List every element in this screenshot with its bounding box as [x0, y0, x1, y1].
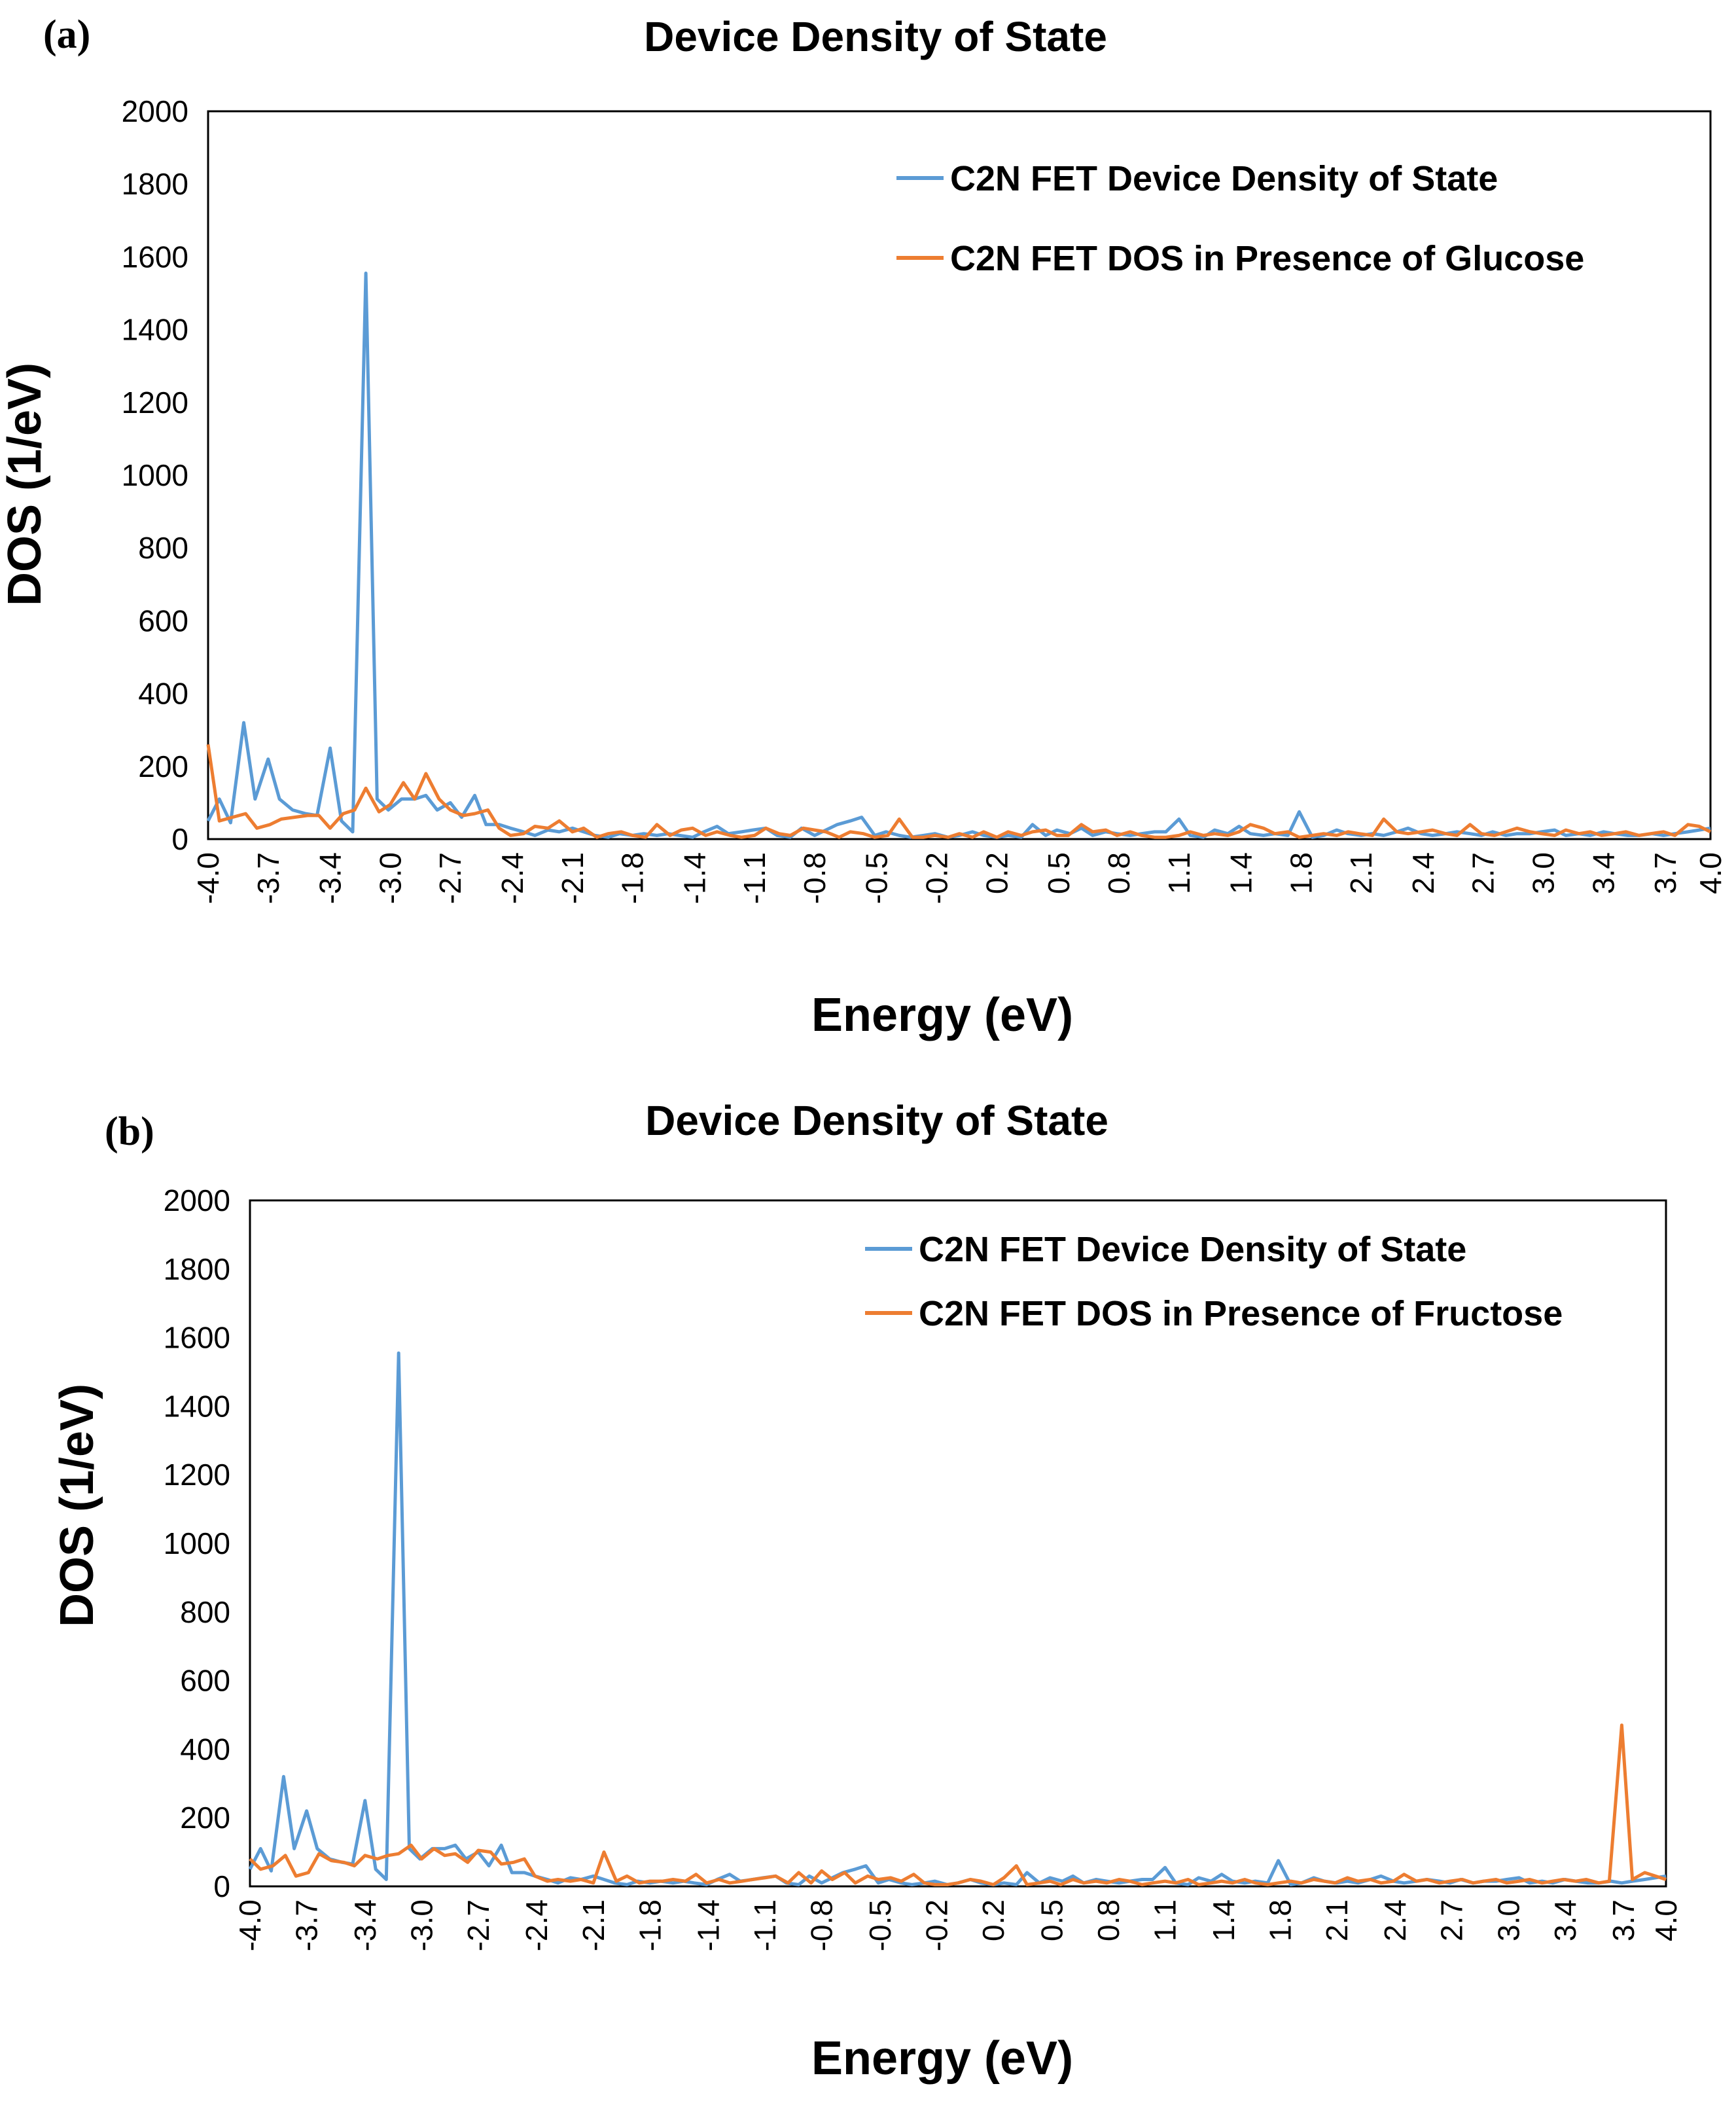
series-line-1	[206, 271, 1711, 839]
x-tick-label: -2.1	[576, 1899, 611, 1951]
x-tick-label: 0.5	[1035, 1899, 1069, 1941]
x-tick-label: -1.8	[616, 852, 650, 904]
x-tick-label: 0.8	[1091, 1899, 1125, 1941]
x-tick-label: -2.4	[520, 1899, 554, 1951]
series-line-2	[206, 744, 1712, 839]
y-tick-label: 1800	[122, 167, 188, 201]
y-tick-label: 1600	[122, 240, 188, 274]
x-tick-label: 3.4	[1586, 852, 1620, 894]
x-tick-label: 2.1	[1320, 1899, 1354, 1941]
x-tick-label: 2.7	[1435, 1899, 1469, 1941]
chart-panel-b: (b) Device Density of State 0 200 400 600 800…	[0, 1050, 1736, 2100]
x-tick-label: 0.2	[980, 852, 1014, 894]
series-line-1	[248, 1351, 1667, 1886]
x-tick-label: -4.0	[191, 852, 225, 904]
x-tick-label: -2.7	[433, 852, 467, 904]
chart-title: Device Density of State	[645, 1097, 1108, 1144]
y-tick-label: 1000	[122, 458, 188, 492]
x-tick-label: 3.7	[1648, 852, 1682, 894]
y-axis-title: DOS (1/eV)	[51, 1384, 103, 1627]
y-tick-label: 1200	[122, 386, 188, 420]
y-axis-title: DOS (1/eV)	[0, 363, 51, 606]
panel-label: (b)	[105, 1109, 154, 1154]
x-tick-label: 2.7	[1466, 852, 1500, 894]
chart-svg: Device Density of State 0 200 400 600 800 1000…	[51, 1097, 1683, 2085]
x-tick-label: 2.4	[1406, 852, 1440, 894]
panel-label: (a)	[43, 12, 91, 57]
x-tick-label: -3.0	[404, 1899, 438, 1951]
y-tick-label: 600	[138, 603, 188, 638]
x-tick-label: -2.4	[495, 852, 529, 904]
x-tick-label: -1.1	[748, 1899, 782, 1951]
x-tick-label: 2.1	[1344, 852, 1378, 894]
y-tick-label: 800	[180, 1595, 230, 1629]
x-tick-label: 0.8	[1102, 852, 1136, 894]
x-tick-label: -1.4	[677, 852, 711, 904]
x-tick-label: -3.7	[251, 852, 285, 904]
x-tick-label: -2.7	[461, 1899, 495, 1951]
y-tick-label: 200	[138, 749, 188, 783]
x-tick-label: -0.5	[860, 852, 894, 904]
x-tick-label: 1.4	[1224, 852, 1258, 894]
y-tick-label: 600	[180, 1664, 230, 1698]
x-tick-label: -0.5	[863, 1899, 897, 1951]
y-tick-label: 200	[180, 1801, 230, 1835]
x-tick-label: -2.1	[556, 852, 590, 904]
plot-area	[207, 110, 1712, 840]
x-tick-label: -1.4	[692, 1899, 726, 1951]
x-tick-label: 1.1	[1148, 1899, 1182, 1941]
legend-label: C2N FET Device Density of State	[950, 159, 1498, 198]
y-tick-label: 1000	[164, 1526, 230, 1560]
series-line-2	[249, 1723, 1667, 1886]
y-tick-label: 400	[138, 677, 188, 711]
chart-svg: Device Density of State 0 200 400 600 800 1000…	[0, 13, 1727, 1041]
x-tick-label: -1.1	[737, 852, 771, 904]
x-tick-label: 1.1	[1162, 852, 1196, 894]
x-tick-label: 2.4	[1378, 1899, 1412, 1941]
x-tick-label: -0.8	[798, 852, 832, 904]
x-tick-label: -0.2	[920, 852, 954, 904]
y-tick-label: 2000	[164, 1183, 230, 1217]
x-tick-label: -3.7	[290, 1899, 324, 1951]
chart-panel-a: (a) Device Density of State 0 200 400 600 800…	[0, 0, 1736, 1050]
x-tick-label: -3.4	[313, 852, 347, 904]
legend-label: C2N FET DOS in Presence of Glucose	[950, 239, 1584, 278]
y-tick-label: 2000	[122, 94, 188, 128]
y-tick-label: 0	[171, 822, 188, 856]
x-tick-label: 1.8	[1284, 852, 1318, 894]
y-tick-label: 1800	[164, 1252, 230, 1286]
y-tick-label: 1400	[164, 1389, 230, 1423]
y-tick-label: 1200	[164, 1458, 230, 1492]
plot-area	[249, 1199, 1667, 1888]
x-tick-label: 3.4	[1548, 1899, 1582, 1941]
x-tick-label: 1.8	[1263, 1899, 1297, 1941]
x-tick-label: 0.2	[976, 1899, 1010, 1941]
x-tick-label: -1.8	[633, 1899, 667, 1951]
x-tick-label: 3.0	[1491, 1899, 1525, 1941]
x-tick-label: -0.2	[920, 1899, 954, 1951]
x-tick-label: 1.4	[1207, 1899, 1241, 1941]
x-tick-label: -3.4	[348, 1899, 382, 1951]
x-tick-label: 3.7	[1606, 1899, 1640, 1941]
x-tick-label: 4.0	[1693, 852, 1727, 894]
legend-label: C2N FET Device Density of State	[919, 1230, 1466, 1269]
x-tick-label: 4.0	[1649, 1899, 1683, 1941]
x-tick-label: 3.0	[1527, 852, 1561, 894]
legend-label: C2N FET DOS in Presence of Fructose	[919, 1294, 1563, 1333]
x-axis-title: Energy (eV)	[811, 2032, 1073, 2085]
y-tick-label: 800	[138, 531, 188, 565]
y-tick-label: 1600	[164, 1321, 230, 1355]
y-tick-label: 400	[180, 1732, 230, 1766]
x-tick-label: 0.5	[1042, 852, 1076, 894]
x-tick-label: -4.0	[233, 1899, 267, 1951]
x-tick-label: -3.0	[373, 852, 407, 904]
chart-title: Device Density of State	[644, 13, 1107, 60]
x-tick-label: -0.8	[805, 1899, 839, 1951]
x-axis-title: Energy (eV)	[811, 989, 1073, 1041]
y-tick-label: 1400	[122, 313, 188, 347]
y-tick-label: 0	[213, 1869, 230, 1903]
